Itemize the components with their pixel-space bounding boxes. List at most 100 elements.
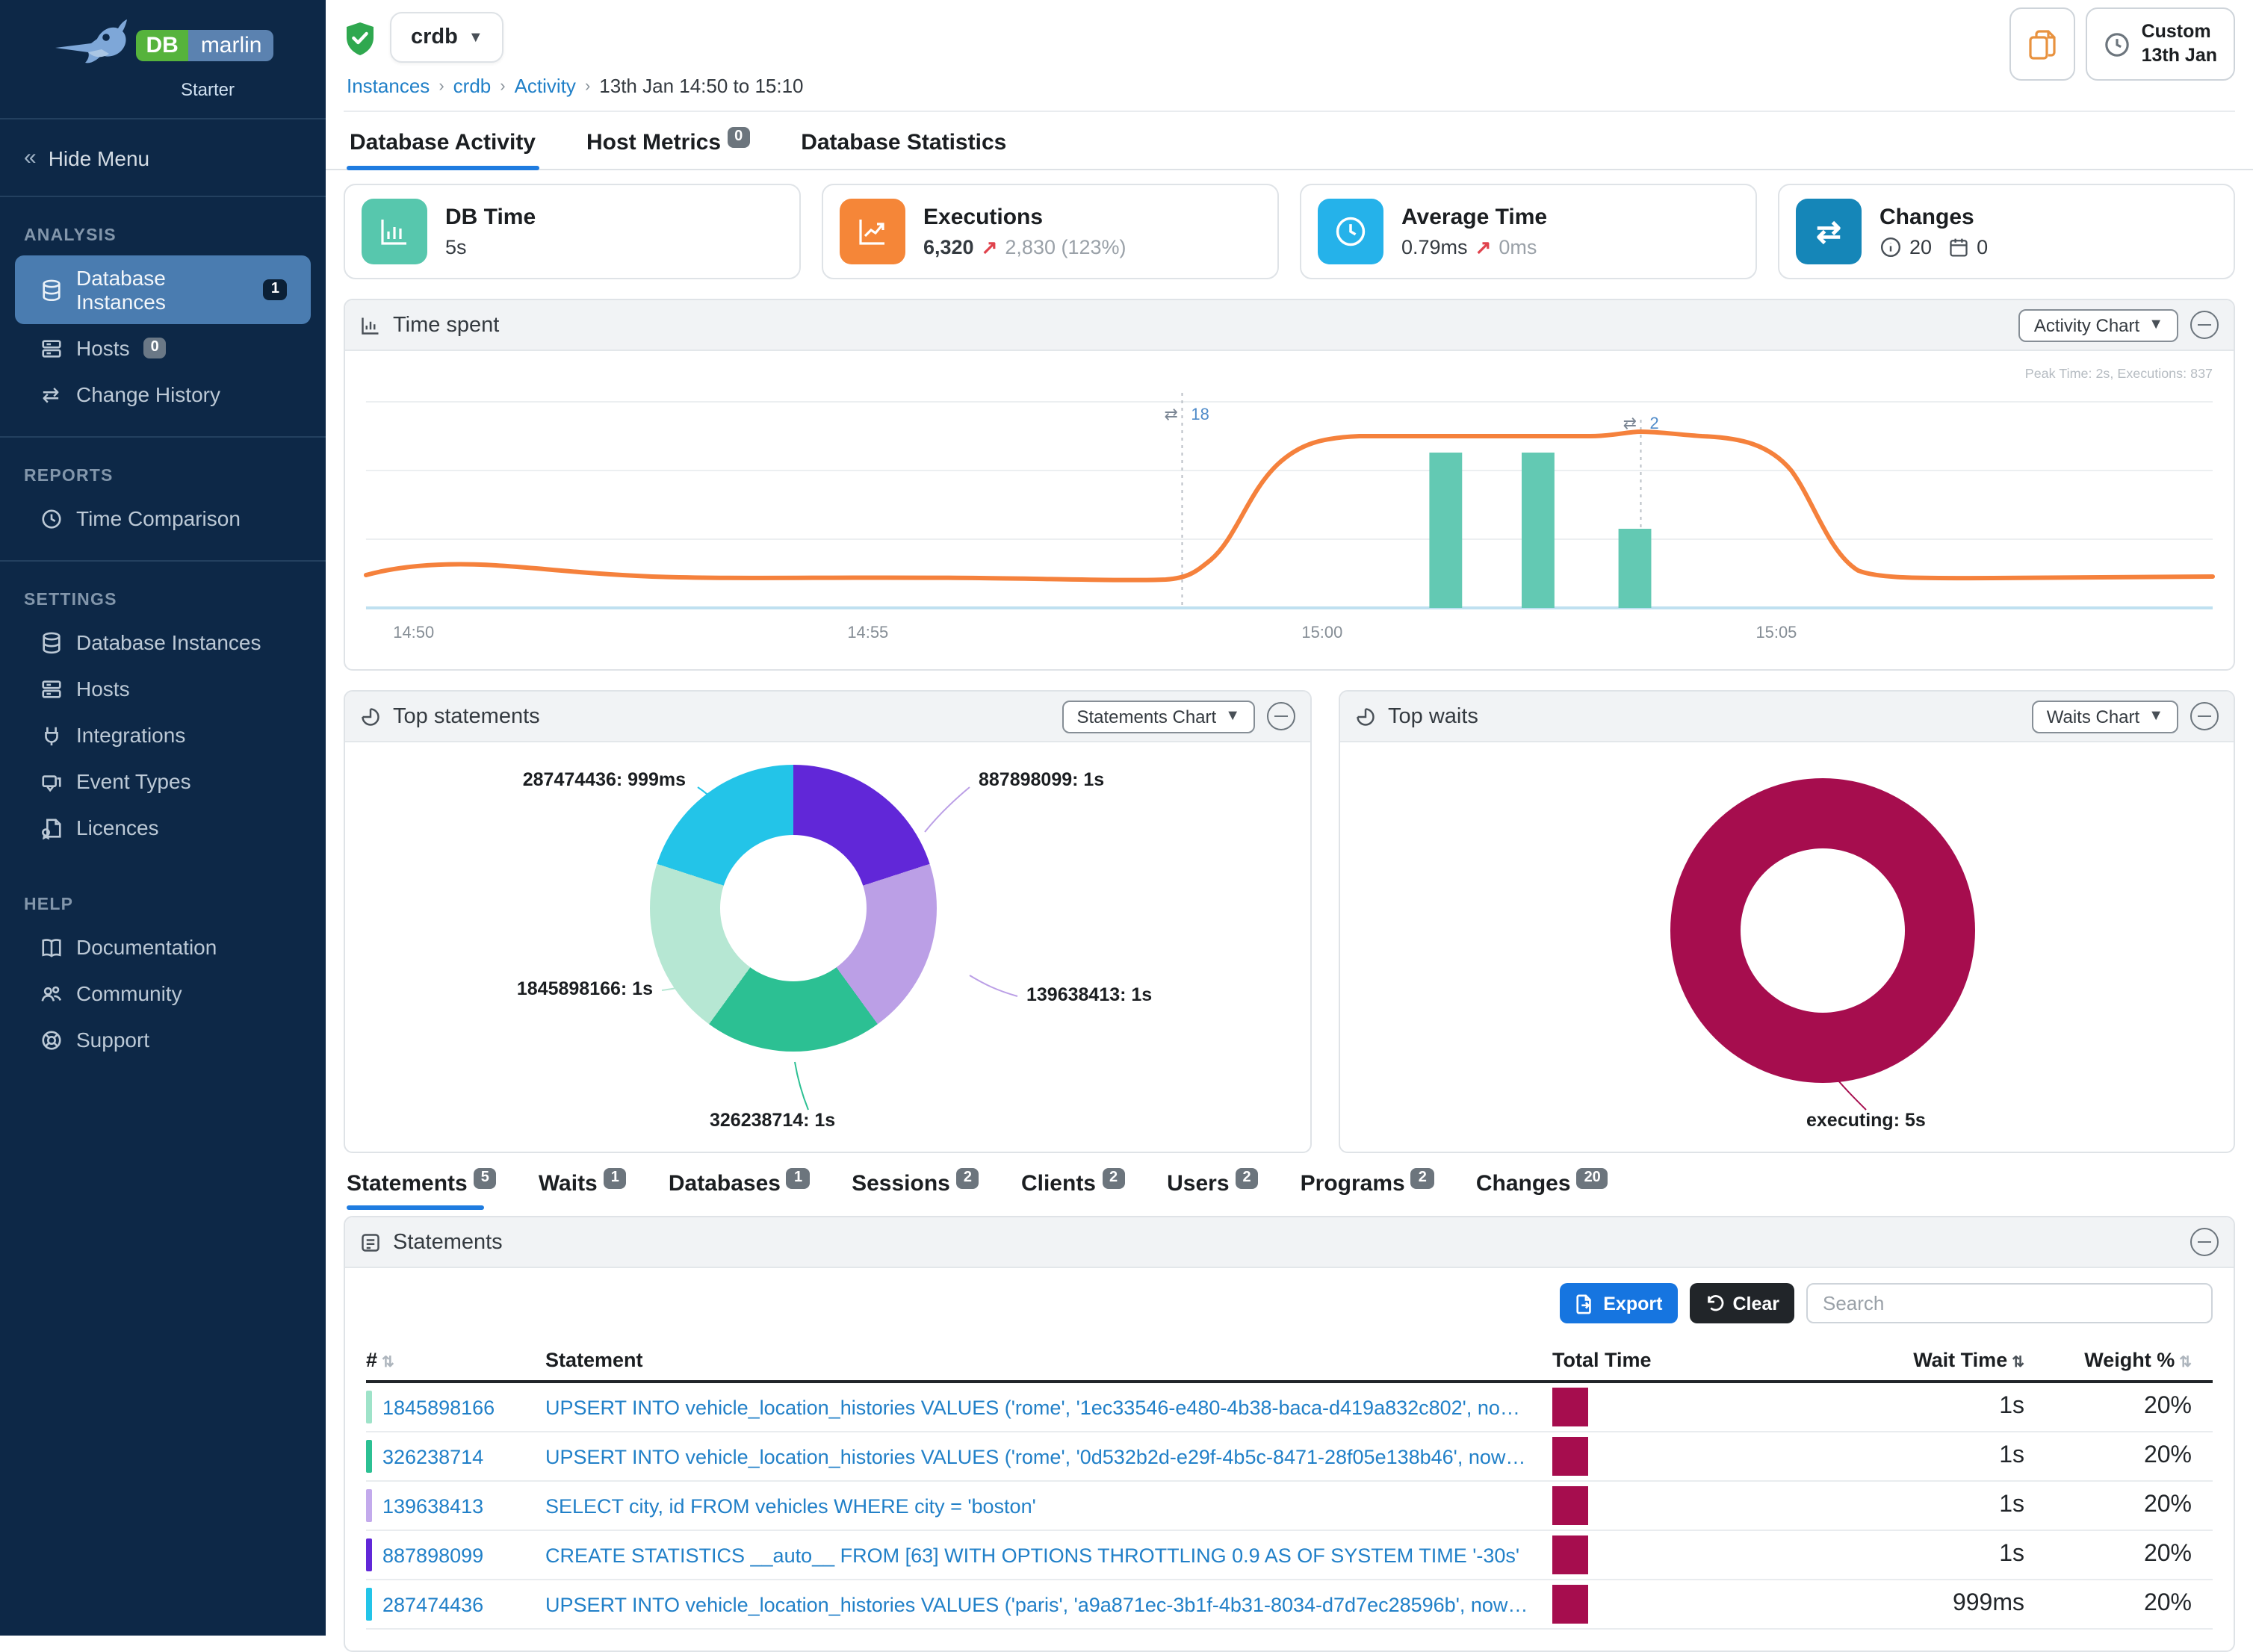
instance-selector[interactable]: crdb ▼ [390, 12, 504, 63]
col-header-weight[interactable]: Weight % ⇅ [2084, 1348, 2192, 1370]
collapse-panel-icon[interactable] [2190, 1228, 2219, 1256]
top-waits-header: Top waits Waits Chart ▼ [1340, 692, 2234, 742]
statement-id-link[interactable]: 1845898166 [382, 1396, 495, 1418]
clear-button[interactable]: Clear [1689, 1283, 1794, 1323]
collapse-panel-icon[interactable] [2190, 702, 2219, 730]
statements-table-panel: Statements Export Cl [344, 1216, 2235, 1652]
statement-color-chip [366, 1440, 372, 1473]
tab-users[interactable]: Users 2 [1167, 1168, 1259, 1210]
total-time-bar [1552, 1388, 1588, 1426]
main-area: crdb ▼ Custom 13 [326, 0, 2253, 1652]
sidebar-item-licences[interactable]: Licences [15, 805, 311, 850]
copy-link-button[interactable] [2009, 7, 2076, 81]
statement-link[interactable]: UPSERT INTO vehicle_location_histories V… [545, 1445, 1552, 1468]
change-bar [1618, 529, 1652, 608]
tab-database-statistics[interactable]: Database Statistics [801, 130, 1007, 155]
db-time-line [363, 429, 2216, 583]
breadcrumb-crdb[interactable]: crdb [453, 75, 492, 97]
licence-document-icon [39, 816, 63, 839]
kpi-value: 5s [445, 236, 467, 258]
sidebar-item-hosts-settings[interactable]: Hosts [15, 666, 311, 711]
section-title-settings: SETTINGS [24, 591, 117, 609]
slice-label-139638413: 139638413: 1s [1026, 984, 1153, 1005]
weight-value: 20% [2143, 1541, 2192, 1567]
statements-chart-select[interactable]: Statements Chart ▼ [1062, 700, 1255, 733]
info-circle-icon [1879, 236, 1902, 258]
sidebar-item-change-history[interactable]: ⇄ Change History [15, 372, 311, 417]
statement-list-icon [360, 1232, 381, 1252]
sidebar-item-database-instances-settings[interactable]: Database Instances [15, 620, 311, 665]
tab-statements[interactable]: Statements 5 [347, 1168, 497, 1210]
time-range-line2: 13th Jan [2141, 44, 2217, 66]
statement-link[interactable]: CREATE STATISTICS __auto__ FROM [63] WIT… [545, 1544, 1520, 1566]
statement-link[interactable]: SELECT city, id FROM vehicles WHERE city… [545, 1494, 1036, 1517]
weight-value: 20% [2143, 1394, 2192, 1419]
statement-id-link[interactable]: 326238714 [382, 1445, 484, 1468]
tab-host-metrics[interactable]: Host Metrics 0 [583, 115, 753, 169]
statement-link[interactable]: UPSERT INTO vehicle_location_histories V… [545, 1593, 1552, 1615]
sidebar-item-time-comparison[interactable]: Time Comparison [15, 496, 311, 541]
breadcrumb-instances[interactable]: Instances [347, 75, 430, 97]
table-toolbar: Export Clear [345, 1268, 2234, 1335]
sidebar-item-database-instances[interactable]: Database Instances 1 [15, 255, 311, 324]
tab-sessions[interactable]: Sessions 2 [852, 1168, 979, 1210]
col-header-num[interactable]: # ⇅ [366, 1348, 394, 1370]
statement-id-link[interactable]: 139638413 [382, 1494, 484, 1517]
section-title-help: HELP [24, 896, 74, 914]
brand-logo: DB marlin Starter [0, 0, 326, 106]
statements-table: # ⇅ Statement Total Time Wait Time ⇅ Weigh… [366, 1338, 2213, 1630]
tab-programs[interactable]: Programs 2 [1301, 1168, 1434, 1210]
col-header-total-time[interactable]: Total Time [1552, 1348, 1652, 1370]
bar-chart-icon [362, 199, 427, 264]
collapse-panel-icon[interactable] [2190, 311, 2219, 339]
book-icon [39, 935, 63, 959]
panel-title: Statements [393, 1230, 503, 1254]
divider [0, 436, 326, 438]
count-badge: 5 [473, 1168, 497, 1189]
sidebar-item-integrations[interactable]: Integrations [15, 712, 311, 757]
waits-chart-select[interactable]: Waits Chart ▼ [2031, 700, 2178, 733]
statements-donut-chart: 287474436: 999ms 887898099: 1s 184589816… [345, 742, 1310, 1152]
breadcrumb-separator: › [500, 77, 506, 95]
statement-link[interactable]: UPSERT INTO vehicle_location_histories V… [545, 1396, 1552, 1418]
sidebar-item-community[interactable]: Community [15, 971, 311, 1016]
collapse-panel-icon[interactable] [1267, 702, 1295, 730]
panel-title: Top waits [1388, 704, 1478, 728]
statement-id-link[interactable]: 287474436 [382, 1593, 484, 1615]
kpi-value: 0.79ms [1401, 236, 1468, 258]
col-header-statement[interactable]: Statement [545, 1348, 643, 1370]
sidebar-item-hosts[interactable]: Hosts 0 [15, 326, 311, 370]
col-header-wait-time[interactable]: Wait Time ⇅ [1913, 1348, 2024, 1370]
statement-id-link[interactable]: 887898099 [382, 1544, 484, 1566]
tab-changes[interactable]: Changes 20 [1476, 1168, 1608, 1210]
total-time-bar [1552, 1486, 1588, 1525]
sidebar-item-documentation[interactable]: Documentation [15, 925, 311, 969]
brand-db: DB [135, 29, 189, 60]
export-button[interactable]: Export [1560, 1283, 1678, 1323]
pie-chart-icon [360, 706, 381, 727]
wait-time-value: 1s [1999, 1443, 2024, 1468]
server-icon [39, 677, 63, 701]
export-icon [1575, 1293, 1594, 1314]
breadcrumb-activity[interactable]: Activity [514, 75, 576, 97]
sidebar-item-support[interactable]: Support [15, 1017, 311, 1062]
sidebar-item-event-types[interactable]: Event Types [15, 759, 311, 804]
time-spent-header: Time spent Activity Chart ▼ [345, 300, 2234, 351]
tab-waits[interactable]: Waits 1 [539, 1168, 627, 1210]
tab-database-activity[interactable]: Database Activity [347, 115, 539, 170]
kpi-average-time: Average Time 0.79ms ↗ 0ms [1300, 184, 1757, 279]
tab-clients[interactable]: Clients 2 [1021, 1168, 1126, 1210]
activity-chart-select[interactable]: Activity Chart ▼ [2018, 308, 2178, 341]
wait-time-value: 999ms [1952, 1591, 2024, 1616]
hide-menu-button[interactable]: « Hide Menu [24, 145, 150, 170]
x-tick: 14:50 [393, 623, 434, 642]
weight-value: 20% [2143, 1591, 2192, 1616]
count-badge: 0 [727, 127, 751, 148]
time-range-button[interactable]: Custom 13th Jan [2086, 7, 2235, 81]
search-input[interactable] [1806, 1283, 2213, 1323]
peak-note: Peak Time: 2s, Executions: 837 [2025, 366, 2213, 381]
tab-databases[interactable]: Databases 1 [669, 1168, 811, 1210]
time-spent-chart: ⇄ 18 ⇄ 2 Peak Time: 2s, Executions: 837 … [345, 351, 2234, 669]
sidebar: DB marlin Starter « Hide Menu ANALYSIS D… [0, 0, 326, 1636]
database-icon [39, 278, 63, 302]
